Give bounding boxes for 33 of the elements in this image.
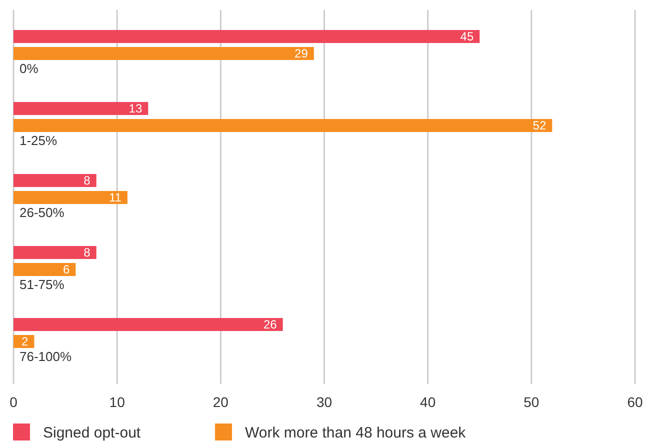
y-tick-label: 0%: [20, 60, 39, 76]
x-tick-label: 60: [627, 394, 643, 410]
data-label: 52: [532, 118, 546, 133]
bar: [14, 191, 128, 204]
data-label: 6: [62, 262, 70, 277]
bar: [14, 263, 76, 276]
bar: [14, 174, 96, 187]
bar: [14, 246, 96, 259]
data-label: 45: [460, 30, 474, 44]
x-tick-label: 0: [10, 394, 18, 410]
x-tick-label: 30: [316, 394, 332, 410]
y-tick-label: 1-25%: [20, 132, 58, 148]
data-label: 8: [84, 174, 91, 188]
data-label: 29: [294, 46, 308, 61]
bar: [14, 102, 148, 115]
x-tick-label: 40: [420, 394, 436, 410]
bar: [14, 119, 552, 132]
y-tick-label: 51-75%: [20, 276, 65, 292]
x-tick-label: 50: [524, 394, 540, 410]
bar: [14, 30, 480, 43]
data-label: 2: [22, 334, 29, 349]
bar: [14, 318, 283, 331]
y-tick-label: 76-100%: [20, 348, 72, 364]
x-tick-label: 20: [212, 394, 229, 410]
bar: [14, 47, 314, 60]
legend-label: Signed opt-out: [43, 424, 142, 442]
data-label: 26: [263, 318, 278, 332]
data-label: 11: [108, 190, 122, 205]
y-tick-label: 26-50%: [20, 204, 65, 220]
legend-label: Work more than 48 hours a week: [245, 424, 466, 442]
data-label: 13: [128, 102, 142, 116]
data-label: 8: [84, 246, 91, 260]
x-tick-label: 10: [109, 394, 126, 410]
